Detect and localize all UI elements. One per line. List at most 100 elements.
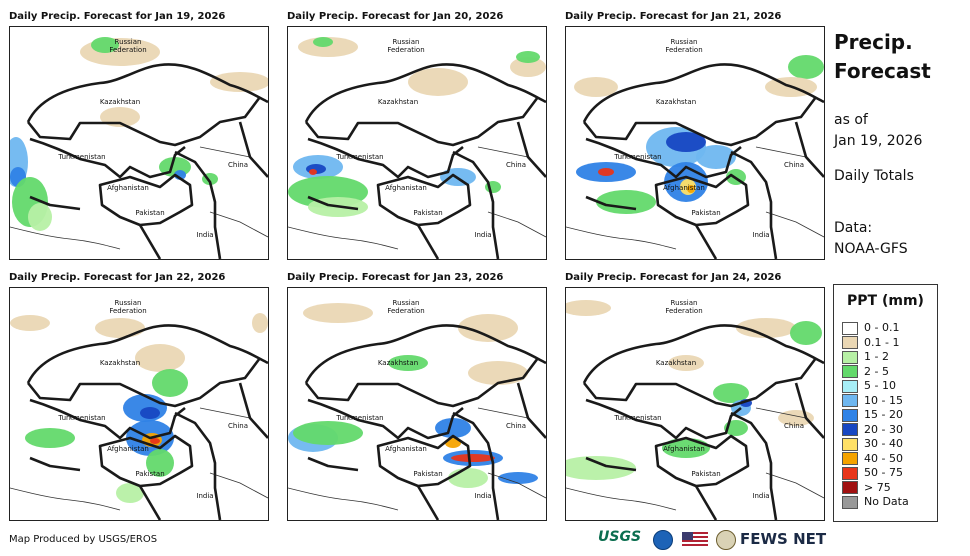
map-jan22: Russian Federation Kazakhstan Turkmenistan A… xyxy=(9,287,269,521)
country-label-afghanistan: Afghanistan xyxy=(107,184,149,192)
data-source: NOAA-GFS xyxy=(834,241,908,257)
precip-area xyxy=(140,407,160,419)
country-border xyxy=(29,137,186,179)
country-border xyxy=(26,324,268,384)
legend-label: 30 - 40 xyxy=(864,437,903,450)
precip-area xyxy=(252,313,268,333)
country-border xyxy=(582,357,818,408)
precip-area xyxy=(146,449,174,477)
country-label-kazakhstan: Kazakhstan xyxy=(656,98,696,106)
province-boundary xyxy=(199,407,251,419)
country-label-india: India xyxy=(474,231,491,239)
country-label-afghanistan: Afghanistan xyxy=(385,184,427,192)
map-jan21: Russian Federation Kazakhstan Turkmenistan A… xyxy=(565,26,825,260)
country-border xyxy=(585,195,637,211)
country-border xyxy=(307,195,359,211)
country-border xyxy=(304,63,546,123)
country-label-afghanistan: Afghanistan xyxy=(385,445,427,453)
precip-area xyxy=(313,37,333,47)
panel-title-jan21: Daily Precip. Forecast for Jan 21, 2026 xyxy=(565,11,782,22)
legend-swatch xyxy=(842,408,858,422)
country-border xyxy=(29,456,81,472)
precip-area xyxy=(566,300,611,316)
country-label-afghanistan: Afghanistan xyxy=(663,445,705,453)
province-boundary xyxy=(765,472,824,499)
country-label-afghanistan: Afghanistan xyxy=(107,445,149,453)
precip-area xyxy=(28,203,52,231)
panel-title-jan20: Daily Precip. Forecast for Jan 20, 2026 xyxy=(287,11,504,22)
country-border xyxy=(654,434,750,488)
precip-area xyxy=(451,454,495,462)
country-label-kazakhstan: Kazakhstan xyxy=(100,359,140,367)
side-title-line2: Forecast xyxy=(834,59,931,83)
country-label-pakistan: Pakistan xyxy=(691,470,720,478)
country-border xyxy=(98,173,194,227)
country-label-russia-2: Federation xyxy=(109,46,146,54)
country-label-russia-2: Federation xyxy=(387,307,424,315)
legend-swatch xyxy=(842,452,858,465)
country-label-turkmenistan: Turkmenistan xyxy=(57,414,105,422)
province-boundary xyxy=(288,487,399,511)
country-label-india: India xyxy=(752,492,769,500)
legend-item: 20 - 30 xyxy=(842,423,903,437)
side-title: Precip. Forecast xyxy=(834,28,931,86)
precip-area xyxy=(516,51,540,63)
country-border xyxy=(29,195,81,211)
legend-swatch xyxy=(842,423,858,436)
legend-label: 0.1 - 1 xyxy=(864,335,900,349)
map-jan23: Russian Federation Kazakhstan Turkmenistan A… xyxy=(287,287,547,521)
country-border xyxy=(376,434,472,488)
legend-swatch xyxy=(842,336,858,349)
province-boundary xyxy=(755,146,807,158)
precip-area xyxy=(95,318,145,338)
legend-item: 1 - 2 xyxy=(842,350,889,364)
precip-area xyxy=(566,456,636,480)
country-label-russia-1: Russian xyxy=(393,38,420,46)
fews-net-logo: FEWS NET xyxy=(740,530,827,548)
country-border xyxy=(794,382,824,439)
country-border xyxy=(138,224,162,259)
country-border xyxy=(416,224,440,259)
country-border xyxy=(416,485,440,520)
precip-area xyxy=(116,483,144,503)
country-border xyxy=(98,434,194,488)
legend-label: 10 - 15 xyxy=(864,393,903,407)
country-border xyxy=(694,485,718,520)
province-boundary xyxy=(755,407,807,419)
precip-area xyxy=(790,321,822,345)
country-label-turkmenistan: Turkmenistan xyxy=(613,153,661,161)
precip-area xyxy=(210,72,268,92)
province-boundary xyxy=(566,226,677,250)
country-border xyxy=(304,357,540,408)
precip-area xyxy=(309,169,317,175)
country-label-india: India xyxy=(196,231,213,239)
map-jan20: Russian Federation Kazakhstan Turkmenistan A… xyxy=(287,26,547,260)
country-border xyxy=(238,121,268,178)
province-boundary xyxy=(209,211,268,238)
legend-swatch xyxy=(842,394,858,407)
legend-label: 1 - 2 xyxy=(864,350,889,363)
legend-label: 0 - 0.1 xyxy=(864,321,900,334)
country-label-russia-1: Russian xyxy=(671,299,698,307)
data-label: Data: xyxy=(834,220,873,236)
country-label-kazakhstan: Kazakhstan xyxy=(656,359,696,367)
country-label-pakistan: Pakistan xyxy=(135,470,164,478)
legend-item: 2 - 5 xyxy=(842,365,889,379)
country-label-china: China xyxy=(506,422,526,430)
precip-area xyxy=(668,355,704,371)
precip-area xyxy=(408,68,468,96)
country-label-kazakhstan: Kazakhstan xyxy=(378,98,418,106)
precip-area xyxy=(152,369,188,397)
country-border xyxy=(730,150,778,259)
legend-item: 40 - 50 xyxy=(842,452,903,466)
map-jan24: Russian Federation Kazakhstan Turkmenistan A… xyxy=(565,287,825,521)
country-label-afghanistan: Afghanistan xyxy=(663,184,705,192)
country-label-china: China xyxy=(784,422,804,430)
country-border xyxy=(516,382,546,439)
map-credit: Map Produced by USGS/EROS xyxy=(9,534,158,545)
logo-strip: USGS FEWS NET xyxy=(598,528,828,550)
legend-item: 0.1 - 1 xyxy=(842,336,899,350)
precip-area xyxy=(135,344,185,372)
legend-label: 50 - 75 xyxy=(864,466,903,479)
